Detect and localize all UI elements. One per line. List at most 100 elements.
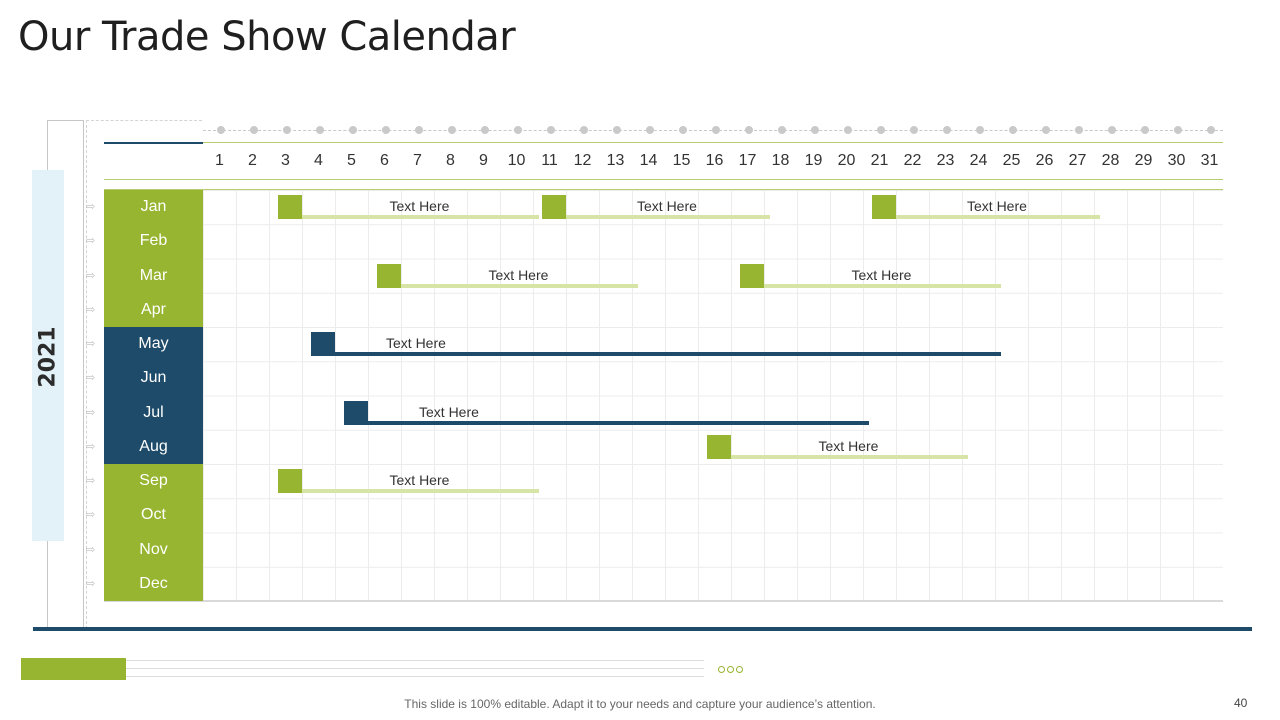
circle-icon: [718, 666, 725, 673]
event-bar[interactable]: [401, 283, 638, 288]
day-header-20: 20: [837, 152, 856, 169]
event-label: Text Here: [389, 198, 450, 214]
year-label: 2021: [35, 326, 61, 388]
day-header-25: 25: [1002, 152, 1021, 169]
event-bar[interactable]: [302, 489, 539, 493]
event-bar[interactable]: [896, 215, 1100, 219]
month-label-apr: Apr: [104, 292, 203, 327]
progress-track-2: [126, 668, 704, 669]
timeline-dot: [415, 126, 423, 134]
progress-fill: [21, 658, 126, 680]
day-header-22: 22: [903, 152, 922, 169]
timeline-dot: [1174, 126, 1182, 134]
year-panel: [32, 170, 64, 541]
day-header-10: 10: [507, 152, 526, 169]
month-label-dec: Dec: [104, 566, 203, 601]
event-label: Text Here: [851, 266, 912, 283]
row-arrow-icon: ⇨: [86, 269, 96, 282]
event-marker[interactable]: [278, 469, 302, 493]
timeline-dot: [943, 126, 951, 134]
timeline-dot: [745, 126, 753, 134]
timeline-dot: [811, 126, 819, 134]
day-header-6: 6: [380, 152, 389, 169]
header-bottom-rule: [104, 189, 1223, 190]
row-arrow-icon: ⇨: [86, 406, 96, 419]
event-marker[interactable]: [707, 434, 731, 459]
month-label-mar: Mar: [104, 258, 203, 293]
row-arrow-icon: ⇨: [86, 372, 96, 385]
day-header-16: 16: [705, 152, 724, 169]
progress-track-3: [126, 676, 704, 677]
slide-title: Our Trade Show Calendar: [18, 14, 516, 60]
event-bar[interactable]: [302, 215, 539, 219]
event-label: Text Here: [419, 403, 479, 420]
month-label-sep: Sep: [104, 464, 203, 499]
footer-note: This slide is 100% editable. Adapt it to…: [404, 697, 876, 711]
day-header-28: 28: [1101, 152, 1120, 169]
day-header-4: 4: [314, 152, 323, 169]
timeline-dot: [679, 126, 687, 134]
event-bar[interactable]: [764, 283, 1001, 288]
bottom-navy-rule: [33, 627, 1252, 631]
page-number: 40: [1234, 696, 1248, 710]
day-header-2: 2: [248, 152, 257, 169]
timeline-dot: [349, 126, 357, 134]
month-label-jun: Jun: [104, 361, 203, 396]
event-label: Text Here: [967, 198, 1027, 214]
header-top-rule: [203, 142, 1223, 143]
day-header-31: 31: [1200, 152, 1219, 169]
timeline-dot: [1108, 126, 1116, 134]
grid-bottom-rule: [104, 600, 1223, 602]
day-header-21: 21: [870, 152, 889, 169]
day-header-23: 23: [936, 152, 955, 169]
timeline-dot: [613, 126, 621, 134]
row-arrow-icon: ⇨: [86, 475, 96, 487]
row-arrow-icon: ⇨: [86, 303, 96, 316]
timeline-dot: [283, 126, 291, 134]
event-bar[interactable]: [368, 420, 869, 425]
day-header-11: 11: [541, 152, 558, 169]
timeline-dot: [976, 126, 984, 134]
day-header-29: 29: [1134, 152, 1153, 169]
event-marker[interactable]: [740, 263, 764, 288]
day-header-17: 17: [738, 152, 757, 169]
event-marker[interactable]: [311, 332, 335, 356]
day-header-9: 9: [479, 152, 488, 169]
month-label-nov: Nov: [104, 532, 203, 567]
event-marker[interactable]: [344, 400, 368, 425]
day-header-12: 12: [573, 152, 592, 169]
progress-track: [126, 660, 704, 661]
month-label-oct: Oct: [104, 498, 203, 533]
row-arrow-icon: ⇨: [86, 338, 96, 350]
event-marker[interactable]: [377, 263, 401, 288]
day-header-27: 27: [1068, 152, 1087, 169]
row-arrow-icon: ⇨: [86, 201, 96, 213]
event-marker[interactable]: [872, 195, 896, 219]
timeline-dot: [844, 126, 852, 134]
timeline-dot: [217, 126, 225, 134]
event-bar[interactable]: [731, 454, 968, 459]
event-bar[interactable]: [566, 215, 770, 219]
month-label-may: May: [104, 327, 203, 362]
event-marker[interactable]: [542, 195, 566, 219]
inner-frame: [86, 120, 202, 629]
circle-icon: [736, 666, 743, 673]
row-arrow-icon: ⇨: [86, 577, 96, 590]
event-marker[interactable]: [278, 195, 302, 219]
day-header-1: 1: [215, 152, 224, 169]
timeline-dot: [514, 126, 522, 134]
header-accent-line: [104, 142, 203, 144]
timeline-dot: [1141, 126, 1149, 134]
day-header-13: 13: [606, 152, 625, 169]
day-header-15: 15: [672, 152, 691, 169]
month-label-aug: Aug: [104, 429, 203, 464]
event-bar[interactable]: [335, 352, 1001, 356]
calendar-grid: [203, 190, 1223, 601]
row-arrow-icon: ⇨: [86, 509, 96, 522]
row-arrow-icon: ⇨: [86, 543, 96, 556]
month-label-jan: Jan: [104, 190, 203, 225]
day-header-8: 8: [446, 152, 455, 169]
timeline-dot: [547, 126, 555, 134]
day-header-26: 26: [1035, 152, 1054, 169]
day-header-24: 24: [969, 152, 988, 169]
